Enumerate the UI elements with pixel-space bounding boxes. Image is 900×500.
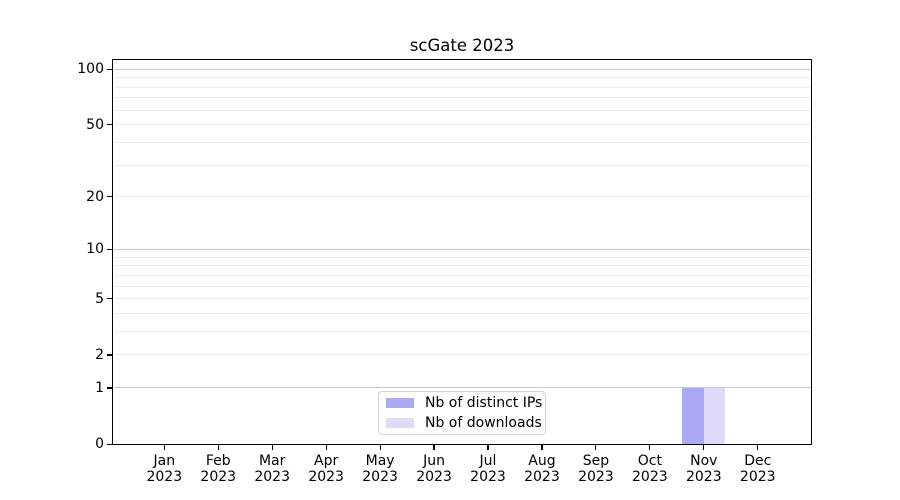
y-tick [107, 124, 113, 126]
y-tick [107, 248, 113, 250]
gridline-minor [114, 274, 811, 276]
gridline-minor [114, 97, 811, 99]
x-tick-label: Feb 2023 [200, 452, 237, 485]
x-tick [433, 445, 435, 450]
y-tick [107, 68, 113, 70]
y-tick-label: 0 [95, 436, 104, 453]
x-tick [541, 445, 543, 450]
y-tick [107, 443, 113, 445]
gridline-major [114, 68, 811, 70]
y-tick-label: 2 [95, 346, 104, 363]
gridline-minor [114, 285, 811, 287]
legend-label: Nb of downloads [425, 414, 542, 431]
legend-entry-nb-of-distinct-ips: Nb of distinct IPs [386, 394, 545, 411]
gridline-minor [114, 354, 811, 356]
x-tick [649, 445, 651, 450]
y-tick [107, 298, 113, 300]
x-tick [325, 445, 327, 450]
y-tick [107, 354, 113, 356]
gridline-minor [114, 196, 811, 198]
y-tick [107, 387, 113, 389]
gridline-minor [114, 312, 811, 314]
y-tick-label: 50 [86, 116, 104, 133]
x-tick-label: Jul 2023 [470, 452, 506, 485]
x-tick [217, 445, 219, 450]
legend: Nb of distinct IPs Nb of downloads [378, 391, 546, 435]
x-tick [757, 445, 759, 450]
y-tick-label: 10 [86, 241, 104, 258]
gridline-major [114, 248, 811, 250]
x-tick [163, 445, 165, 450]
gridline-minor [114, 256, 811, 258]
legend-swatch-nb-of-distinct-ips [386, 398, 414, 408]
legend-entry-nb-of-downloads: Nb of downloads [386, 414, 545, 431]
gridline-minor [114, 298, 811, 300]
gridline-minor [114, 141, 811, 143]
gridline-minor [114, 77, 811, 79]
gridline-minor [114, 265, 811, 267]
x-tick [271, 445, 273, 450]
x-tick [595, 445, 597, 450]
chart-title: scGate 2023 [409, 36, 515, 55]
x-tick-label: Dec 2023 [739, 452, 776, 485]
y-tick-label: 20 [86, 188, 104, 205]
gridline-minor [114, 124, 811, 126]
x-tick-label: Jan 2023 [146, 452, 183, 485]
x-tick-label: Apr 2023 [308, 452, 344, 485]
x-tick-label: Aug 2023 [524, 452, 560, 485]
y-tick [107, 196, 113, 198]
x-tick-label: Mar 2023 [254, 452, 290, 485]
x-tick-label: Nov 2023 [685, 452, 722, 485]
gridline-minor [114, 86, 811, 88]
x-tick-label: May 2023 [362, 452, 398, 485]
legend-swatch-nb-of-downloads [386, 418, 414, 428]
bar-nb-of-distinct-ips-nov [682, 387, 704, 445]
gridline-minor [114, 164, 811, 166]
x-tick [379, 445, 381, 450]
x-tick-label: Sep 2023 [578, 452, 614, 485]
legend-label: Nb of distinct IPs [425, 394, 543, 411]
gridline-minor [114, 331, 811, 333]
x-tick [703, 445, 705, 450]
x-tick-label: Oct 2023 [632, 452, 668, 485]
gridline-minor [114, 109, 811, 111]
x-tick-label: Jun 2023 [416, 452, 452, 485]
y-tick-label: 5 [95, 290, 104, 307]
x-tick [487, 445, 489, 450]
gridline-major [114, 387, 811, 389]
y-tick-label: 100 [77, 61, 104, 78]
bar-nb-of-downloads-nov [703, 387, 726, 445]
y-tick-label: 1 [95, 379, 104, 396]
